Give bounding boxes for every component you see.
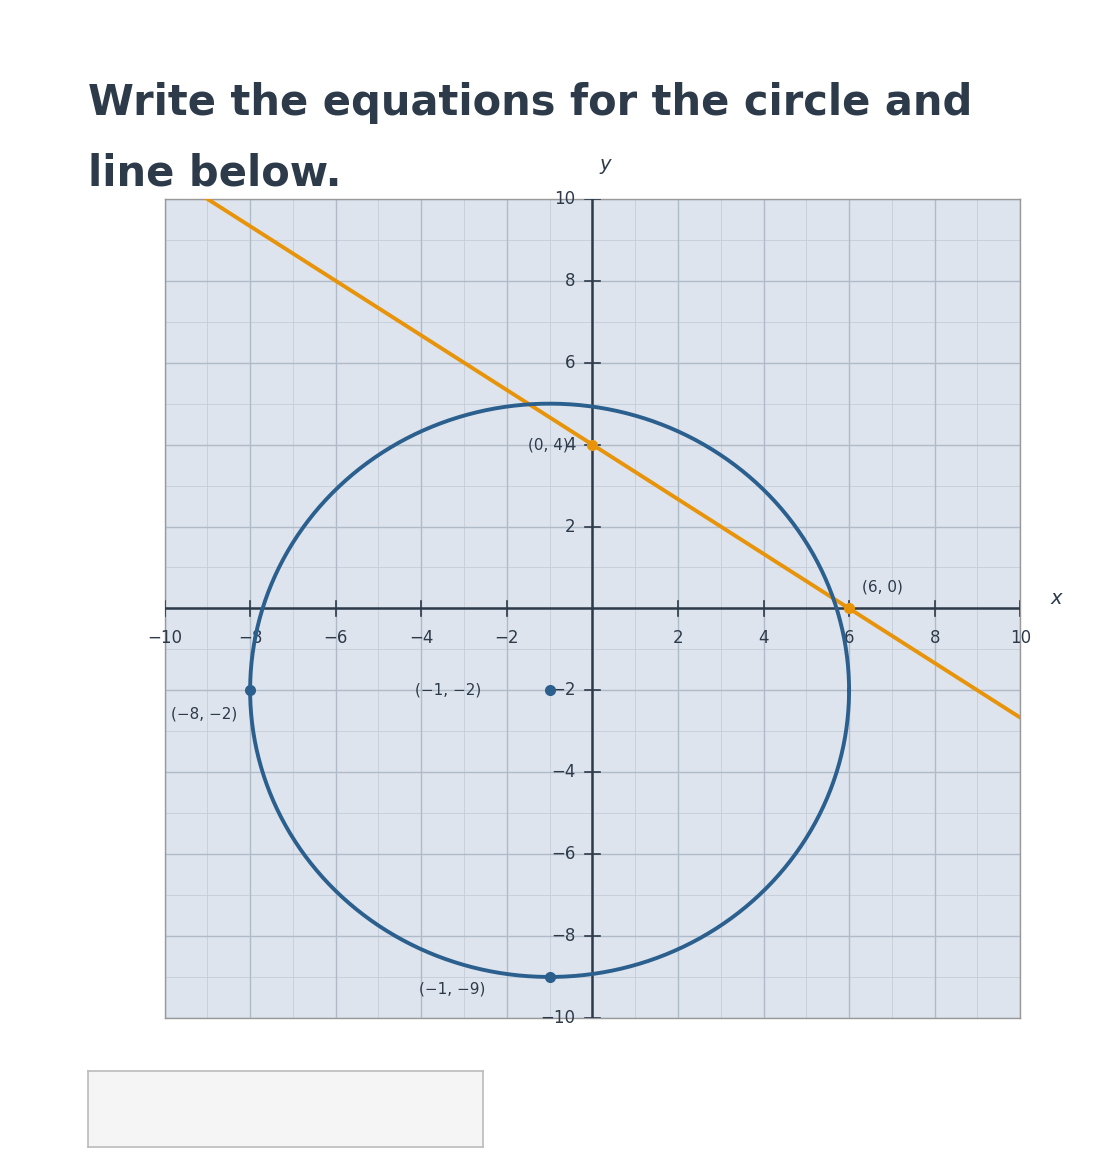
Text: −10: −10 [540,1009,575,1027]
Text: 6: 6 [565,353,575,372]
Text: −2: −2 [495,629,519,647]
Text: 8: 8 [929,629,940,647]
Text: line below.: line below. [88,152,341,194]
Text: 2: 2 [672,629,683,647]
Text: 10: 10 [554,190,575,208]
Text: (−8, −2): (−8, −2) [171,707,237,722]
Text: (6, 0): (6, 0) [862,579,903,594]
Text: 2: 2 [565,517,575,536]
Text: −8: −8 [551,927,575,945]
Text: 10: 10 [1009,629,1031,647]
Text: (0, 4): (0, 4) [529,438,569,452]
Text: 8: 8 [565,271,575,290]
Text: (−1, −2): (−1, −2) [415,683,482,697]
Text: x: x [1050,589,1062,607]
Text: Write the equations for the circle and: Write the equations for the circle and [88,82,972,124]
Text: −4: −4 [409,629,433,647]
Text: 4: 4 [565,435,575,454]
Text: 4: 4 [758,629,769,647]
Text: (−1, −9): (−1, −9) [419,980,485,996]
Text: y: y [599,156,611,174]
Text: −10: −10 [147,629,182,647]
Text: −6: −6 [324,629,348,647]
Text: −6: −6 [551,845,575,863]
Text: −4: −4 [551,763,575,782]
Text: 6: 6 [844,629,855,647]
Text: −2: −2 [551,681,575,700]
Text: −8: −8 [238,629,262,647]
